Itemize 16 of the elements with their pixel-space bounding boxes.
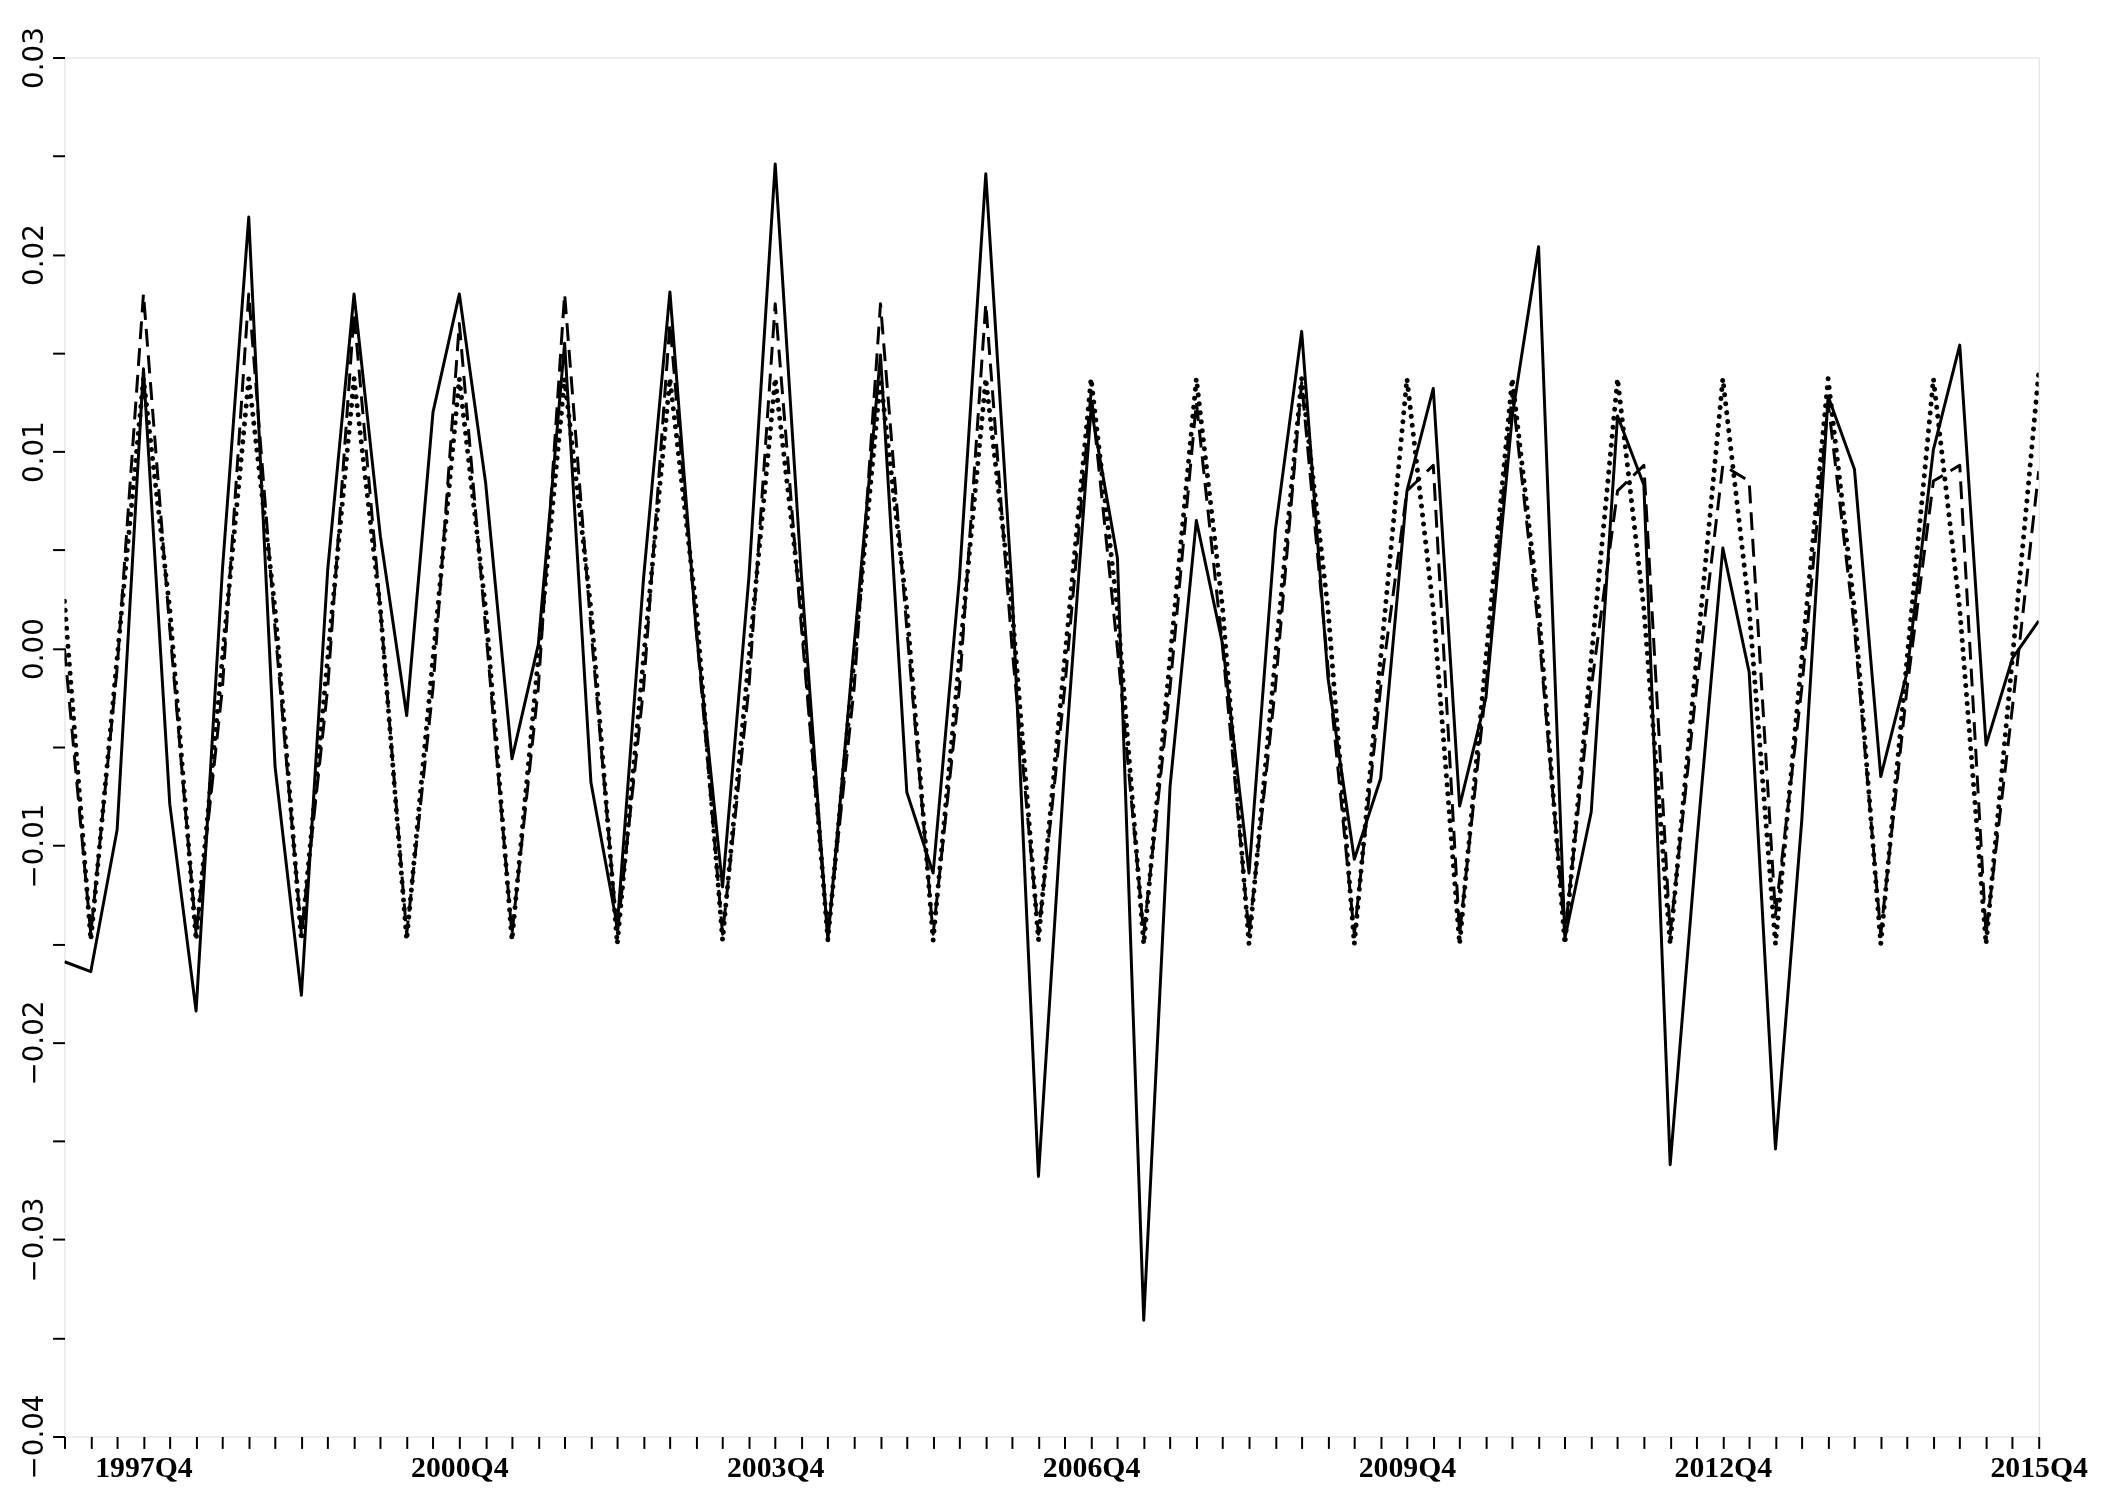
- y-tick-label: 0.01: [17, 421, 51, 483]
- x-tick-label: 1997Q4: [95, 1449, 193, 1483]
- y-tick-label: −0.02: [17, 1000, 51, 1086]
- x-tick-label: 2015Q4: [1990, 1449, 2089, 1483]
- y-tick-label: 0.00: [17, 618, 51, 680]
- x-tick-label: 2009Q4: [1358, 1449, 1457, 1483]
- y-tick-label: 0.02: [17, 224, 51, 286]
- x-tick-label: 2000Q4: [411, 1449, 509, 1483]
- y-tick-label: −0.01: [17, 803, 51, 889]
- x-tick-label: 2006Q4: [1042, 1449, 1141, 1483]
- y-tick-label: −0.03: [17, 1197, 51, 1283]
- y-tick-label: 0.03: [17, 27, 51, 89]
- y-tick-label: −0.04: [17, 1394, 51, 1480]
- x-tick-label: 2003Q4: [726, 1449, 825, 1483]
- line-series: [64, 162, 2039, 1322]
- x-tick-label: 2012Q4: [1674, 1449, 1773, 1483]
